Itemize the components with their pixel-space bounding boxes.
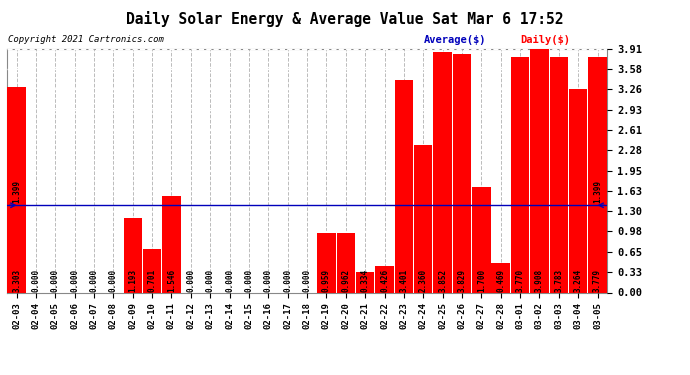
Bar xyxy=(317,233,335,292)
Text: 3.829: 3.829 xyxy=(457,269,466,292)
Text: 0.959: 0.959 xyxy=(322,269,331,292)
Text: 0.469: 0.469 xyxy=(496,269,505,292)
Bar xyxy=(550,57,568,292)
Text: Copyright 2021 Cartronics.com: Copyright 2021 Cartronics.com xyxy=(8,35,164,44)
Bar xyxy=(511,57,529,292)
Bar xyxy=(414,146,433,292)
Text: 0.000: 0.000 xyxy=(32,269,41,292)
Text: 1.700: 1.700 xyxy=(477,269,486,292)
Text: 0.000: 0.000 xyxy=(90,269,99,292)
Text: 0.000: 0.000 xyxy=(70,269,79,292)
Text: 3.852: 3.852 xyxy=(438,269,447,292)
Text: 0.000: 0.000 xyxy=(264,269,273,292)
Text: 0.000: 0.000 xyxy=(244,269,253,292)
Bar xyxy=(433,53,452,292)
Text: 0.962: 0.962 xyxy=(342,269,351,292)
Text: Daily Solar Energy & Average Value Sat Mar 6 17:52: Daily Solar Energy & Average Value Sat M… xyxy=(126,11,564,27)
Bar xyxy=(162,196,181,292)
Text: 3.401: 3.401 xyxy=(400,269,408,292)
Text: 1.193: 1.193 xyxy=(128,269,137,292)
Text: 3.303: 3.303 xyxy=(12,269,21,292)
Text: 0.000: 0.000 xyxy=(283,269,292,292)
Text: Daily($): Daily($) xyxy=(520,35,570,45)
Text: 1.399: 1.399 xyxy=(593,180,602,203)
Text: 2.360: 2.360 xyxy=(419,269,428,292)
Bar xyxy=(375,266,394,292)
Text: 3.779: 3.779 xyxy=(593,269,602,292)
Bar xyxy=(337,232,355,292)
Bar xyxy=(569,89,587,292)
Text: 0.000: 0.000 xyxy=(186,269,195,292)
Text: 1.546: 1.546 xyxy=(167,269,176,292)
Text: 3.908: 3.908 xyxy=(535,269,544,292)
Bar xyxy=(530,49,549,292)
Text: 3.264: 3.264 xyxy=(573,269,582,292)
Text: 0.701: 0.701 xyxy=(148,269,157,292)
Text: 0.000: 0.000 xyxy=(302,269,312,292)
Bar xyxy=(8,87,26,292)
Bar xyxy=(453,54,471,292)
Text: 0.000: 0.000 xyxy=(109,269,118,292)
Text: 3.783: 3.783 xyxy=(554,269,563,292)
Bar xyxy=(124,218,142,292)
Text: 0.000: 0.000 xyxy=(51,269,60,292)
Text: 0.426: 0.426 xyxy=(380,269,389,292)
Bar xyxy=(356,272,375,292)
Text: 0.000: 0.000 xyxy=(206,269,215,292)
Bar xyxy=(589,57,607,292)
Text: Average($): Average($) xyxy=(424,35,486,45)
Text: 1.399: 1.399 xyxy=(12,180,21,203)
Bar xyxy=(472,186,491,292)
Bar xyxy=(395,81,413,292)
Bar xyxy=(491,263,510,292)
Text: 0.334: 0.334 xyxy=(361,269,370,292)
Bar xyxy=(143,249,161,292)
Text: 0.000: 0.000 xyxy=(225,269,234,292)
Text: 3.770: 3.770 xyxy=(515,269,524,292)
